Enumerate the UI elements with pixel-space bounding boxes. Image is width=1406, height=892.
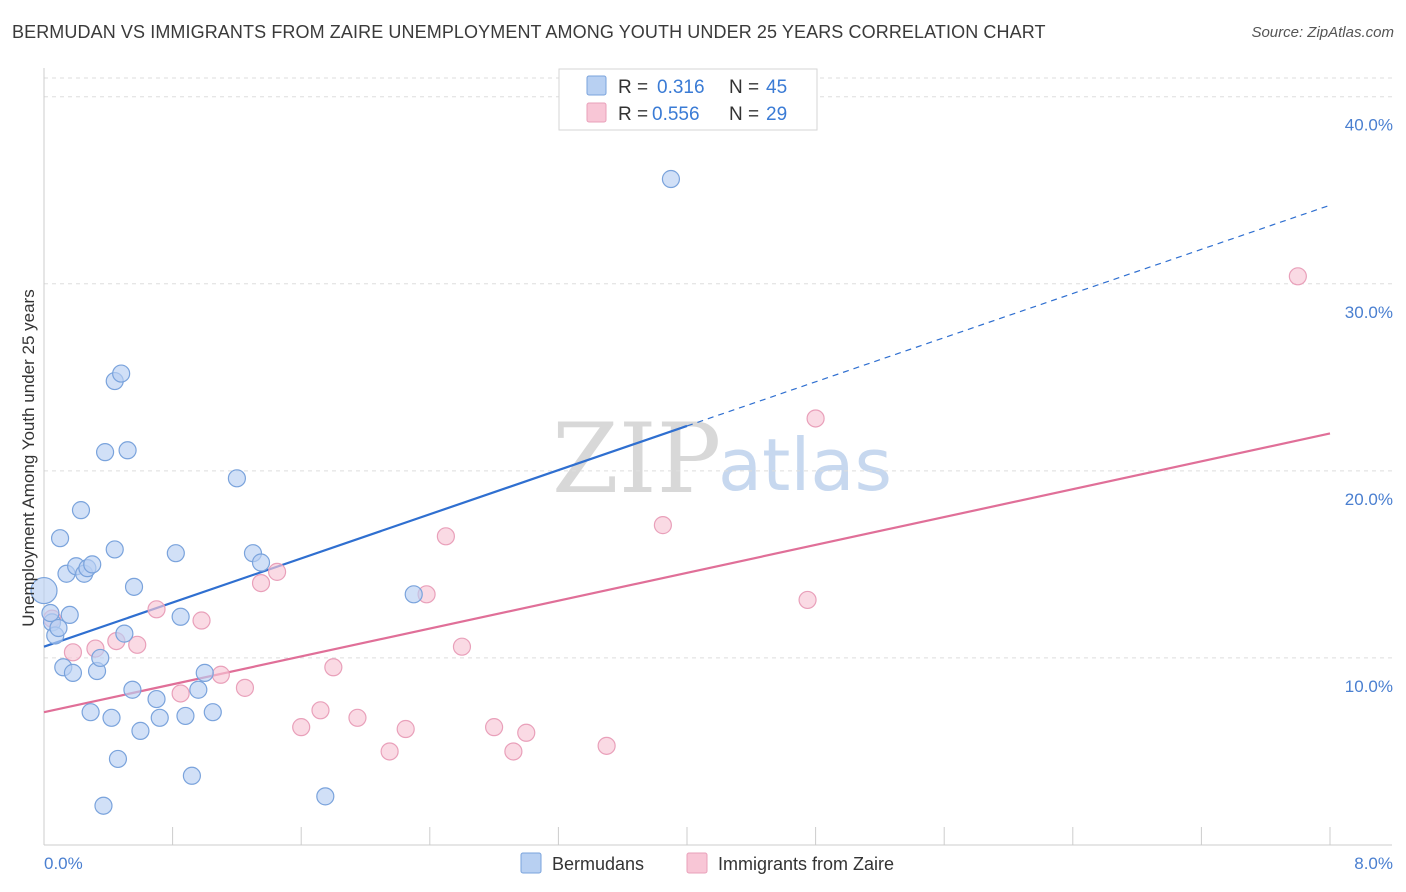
point-zaire-24 — [597, 736, 616, 755]
point-bermudans-16 — [94, 796, 113, 815]
point-zaire-27 — [806, 409, 825, 428]
point-zaire-19 — [436, 527, 455, 546]
bottom-legend-label-bermudans: Bermudans — [552, 854, 644, 874]
axes — [43, 68, 1392, 846]
point-bermudans-29 — [150, 708, 169, 727]
point-zaire-4 — [128, 635, 147, 654]
point-zaire-1 — [63, 643, 83, 662]
point-zaire-22 — [504, 742, 523, 761]
point-bermudans-3 — [50, 529, 70, 548]
point-bermudans-24 — [118, 441, 137, 460]
point-bermudans-15 — [91, 648, 110, 668]
correlation-legend: R = 0.316 N = 45 R = 0.556 N = 29 — [558, 68, 818, 131]
y-tick-label-40: 40.0% — [1345, 116, 1393, 135]
legend-swatch-zaire — [586, 102, 607, 123]
point-bermudans-27 — [131, 721, 150, 740]
point-zaire-7 — [192, 611, 211, 630]
point-zaire-12 — [292, 718, 311, 737]
point-bermudans-7 — [63, 663, 83, 682]
source-label: Source: ZipAtlas.com — [1251, 24, 1394, 41]
point-bermudans-9 — [71, 501, 91, 520]
chart-title: BERMUDAN VS IMMIGRANTS FROM ZAIRE UNEMPL… — [12, 22, 1046, 42]
point-bermudans-17 — [95, 443, 115, 462]
point-bermudans-31 — [171, 607, 190, 626]
trend-line-bermudans-extension — [686, 204, 1331, 427]
bottom-legend-label-zaire: Immigrants from Zaire — [718, 854, 894, 874]
series-legend: Bermudans Immigrants from Zaire — [520, 852, 894, 874]
x-tick-label-min: 0.0% — [44, 854, 83, 873]
point-bermudans-42 — [661, 169, 681, 189]
point-zaire-5 — [147, 600, 166, 619]
point-bermudans-19 — [105, 540, 124, 559]
point-zaire-6 — [171, 684, 190, 703]
point-bermudans-25 — [123, 680, 142, 699]
y-tick-label-10: 10.0% — [1345, 677, 1393, 696]
point-zaire-17 — [396, 719, 415, 739]
point-bermudans-40 — [316, 787, 335, 806]
data-points — [30, 169, 1307, 815]
x-tick-label-max: 8.0% — [1354, 854, 1393, 873]
legend-r-value-1: 0.316 — [657, 77, 705, 98]
point-bermudans-6 — [60, 605, 79, 625]
point-zaire-21 — [485, 718, 504, 737]
y-tick-label-30: 30.0% — [1345, 303, 1393, 322]
point-bermudans-30 — [166, 544, 185, 563]
legend-r-label-1: R = — [618, 77, 648, 98]
point-bermudans-39 — [251, 553, 271, 572]
point-zaire-26 — [798, 590, 817, 610]
trend-line-bermudans — [43, 424, 688, 648]
point-zaire-20 — [452, 637, 472, 656]
point-zaire-28 — [1288, 267, 1307, 286]
point-bermudans-21 — [108, 749, 128, 769]
tick-labels: 10.0% 20.0% 30.0% 40.0% 0.0% 8.0% — [44, 116, 1393, 873]
bottom-legend-swatch-bermudans — [520, 852, 542, 874]
point-bermudans-34 — [189, 680, 208, 699]
point-bermudans-44 — [49, 618, 68, 638]
legend-n-label-2: N = — [729, 104, 759, 125]
point-bermudans-41 — [404, 585, 423, 604]
point-zaire-13 — [311, 701, 330, 720]
watermark-zip: ZIP — [552, 403, 721, 515]
point-zaire-15 — [348, 708, 367, 727]
point-zaire-10 — [251, 573, 271, 593]
y-axis-title: Unemployment Among Youth under 25 years — [19, 289, 38, 626]
bottom-legend-swatch-zaire — [686, 852, 708, 874]
point-bermudans-36 — [203, 703, 222, 722]
point-zaire-11 — [267, 562, 287, 581]
point-bermudans-32 — [176, 706, 195, 726]
point-bermudans-12 — [81, 703, 100, 722]
point-zaire-9 — [235, 678, 255, 697]
point-bermudans-35 — [195, 663, 214, 682]
point-bermudans-18 — [102, 708, 121, 727]
point-zaire-14 — [324, 658, 343, 677]
point-bermudans-37 — [227, 469, 246, 488]
point-bermudans-28 — [147, 689, 166, 709]
point-bermudans-43 — [41, 603, 60, 623]
point-bermudans-13 — [83, 555, 102, 574]
legend-swatch-bermudans — [586, 75, 607, 96]
legend-n-value-2: 29 — [766, 104, 787, 125]
point-zaire-23 — [517, 723, 536, 742]
point-bermudans-22 — [112, 364, 131, 383]
point-bermudans-0 — [30, 576, 58, 605]
legend-r-label-2: R = — [618, 104, 648, 125]
legend-r-value-2: 0.556 — [652, 104, 700, 125]
y-tick-label-20: 20.0% — [1345, 490, 1393, 509]
watermark-atlas: atlas — [718, 423, 892, 507]
point-zaire-16 — [380, 742, 399, 761]
point-bermudans-23 — [115, 624, 134, 643]
point-zaire-8 — [211, 665, 230, 684]
gridlines — [44, 77, 1392, 659]
legend-n-label-1: N = — [729, 77, 759, 98]
point-bermudans-33 — [182, 766, 201, 785]
point-bermudans-26 — [124, 577, 144, 596]
legend-n-value-1: 45 — [766, 77, 787, 98]
trend-line-zaire — [43, 432, 1331, 714]
point-zaire-25 — [653, 516, 672, 535]
